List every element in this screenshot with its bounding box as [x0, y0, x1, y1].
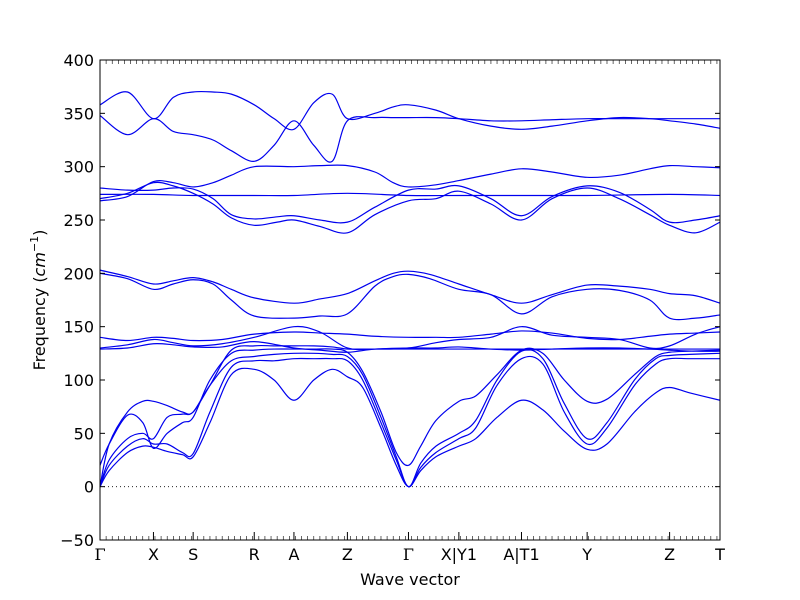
- y-tick-label: 250: [63, 211, 94, 230]
- y-axis-title-unit: cm: [30, 252, 49, 276]
- x-tick-label: Z: [664, 545, 675, 564]
- y-tick-label: 200: [63, 264, 94, 283]
- x-tick-label: Z: [342, 545, 353, 564]
- y-tick-label: 350: [63, 104, 94, 123]
- band-line-3: [99, 349, 721, 488]
- band-line-12: [99, 184, 721, 224]
- plot-area: [99, 90, 721, 488]
- x-tick-label: A|T1: [503, 545, 539, 564]
- band-line-8: [99, 340, 721, 353]
- x-tick-label: Γ: [94, 545, 105, 564]
- y-tick-label: 400: [63, 51, 94, 70]
- x-tick-label: R: [249, 545, 260, 564]
- y-axis-title: Frequency (cm−1): [28, 230, 49, 371]
- y-axis-title-main: Frequency (: [30, 276, 49, 370]
- x-axis: Γ X S R A Z Γ X|Y1 A|T1 Y Z T: [94, 60, 725, 564]
- band-line-9: [99, 272, 721, 321]
- y-tick-label: 0: [84, 478, 94, 497]
- band-line-7: [99, 330, 721, 342]
- plot-frame: [99, 59, 721, 541]
- y-tick-label: 300: [63, 158, 94, 177]
- x-tick-label: X: [148, 545, 159, 564]
- band-line-10: [99, 269, 721, 304]
- band-line-2: [99, 355, 720, 488]
- x-tick-label: S: [188, 545, 198, 564]
- band-line-13: [99, 192, 721, 197]
- y-axis-title-exp: −1: [28, 236, 41, 252]
- band-line-14: [99, 164, 721, 202]
- x-tick-label: T: [714, 545, 725, 564]
- y-axis: −50 0 50 100 150 200 250 300 350 400: [60, 51, 720, 550]
- y-tick-label: 150: [63, 318, 94, 337]
- x-tick-label: Y: [581, 545, 592, 564]
- x-axis-title: Wave vector: [360, 570, 460, 589]
- band-line-1: [99, 367, 721, 488]
- y-tick-label: 50: [74, 424, 94, 443]
- y-tick-label: −50: [60, 531, 94, 550]
- y-tick-label: 100: [63, 371, 94, 390]
- x-tick-label: Γ: [403, 545, 414, 564]
- y-axis-title-close: ): [30, 230, 49, 236]
- x-tick-label: A: [288, 545, 299, 564]
- band-line-4: [99, 347, 721, 467]
- band-line-11: [99, 181, 721, 234]
- band-line-16: [99, 90, 721, 131]
- x-tick-label: X|Y1: [441, 545, 477, 564]
